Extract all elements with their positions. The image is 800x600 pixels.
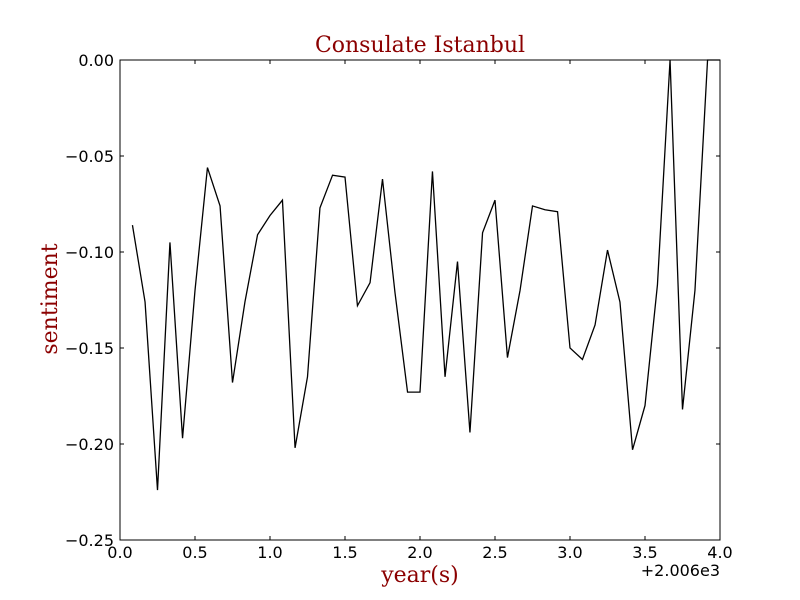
x-tick-label: 1.5 [332,543,357,562]
x-tick-label: 1.0 [257,543,282,562]
x-tick-label: 3.5 [632,543,657,562]
x-tick-label: 4.0 [707,543,732,562]
series-line-0 [131,59,720,491]
y-tick-label: −0.05 [65,147,114,166]
x-offset-label: +2.006e3 [641,561,720,580]
y-tick-label: −0.15 [65,339,114,358]
y-axis-label: sentiment [38,243,63,354]
y-tick-label: 0.00 [78,51,114,70]
x-tick-label: 2.5 [482,543,507,562]
x-tick-label: 0.5 [182,543,207,562]
plot-frame [119,59,721,541]
x-tick-label: 2.0 [407,543,432,562]
x-tick-label: 0.0 [107,543,132,562]
plot-area: 0.0 0.5 1.0 1.5 2.0 2.5 3.0 3.5 4.0 0.00 −0.05 −0.1… [65,51,733,562]
y-tick-label: −0.20 [65,435,114,454]
x-axis-label: year(s) [380,563,459,588]
chart-title: Consulate Istanbul [315,33,525,58]
x-tick-label: 3.0 [557,543,582,562]
y-tick-label: −0.10 [65,243,114,262]
y-tick-label: −0.25 [65,531,114,550]
